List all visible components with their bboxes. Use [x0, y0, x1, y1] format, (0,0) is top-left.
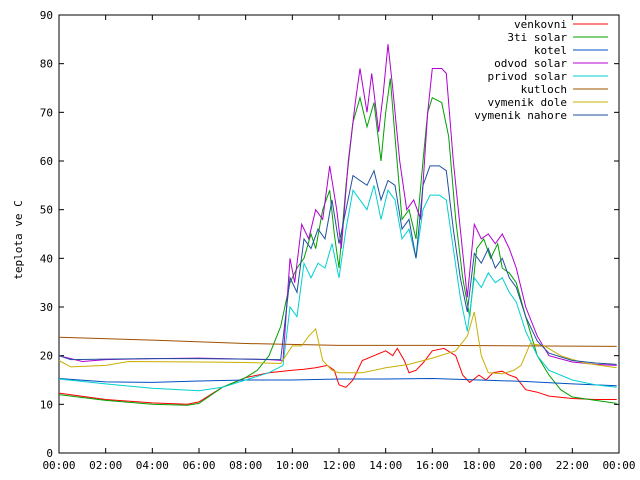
series-line-3 — [58, 44, 617, 366]
x-tick-label: 04:00 — [136, 459, 169, 472]
x-tick-label: 02:00 — [89, 459, 122, 472]
series-line-2 — [58, 377, 617, 387]
x-tick-label: 06:00 — [182, 459, 215, 472]
series-lines — [58, 44, 617, 406]
legend-label-7: vymenik nahore — [474, 109, 567, 122]
series-line-1 — [58, 78, 617, 406]
x-tick-label: 08:00 — [229, 459, 262, 472]
legend-label-4: privod solar — [488, 70, 568, 83]
axes: 0 10 20 30 40 50 60 70 80 90 00:00 02:00 04:00 06:00 0… — [40, 9, 636, 472]
y-tick-label: 80 — [40, 58, 53, 71]
series-line-6 — [58, 311, 617, 375]
x-tick-label: 22:00 — [556, 459, 589, 472]
x-tick-label: 10:00 — [276, 459, 309, 472]
series-line-4 — [58, 185, 617, 392]
x-tick-label: 00:00 — [42, 459, 75, 472]
y-axis-label: teplota ve C — [12, 200, 25, 279]
x-tick-label: 18:00 — [462, 459, 495, 472]
series-line-0 — [58, 347, 617, 405]
legend-label-0: venkovni — [514, 18, 567, 31]
y-tick-label: 0 — [46, 447, 53, 460]
y-tick-label: 20 — [40, 350, 53, 363]
legend-label-2: kotel — [534, 44, 567, 57]
series-line-7 — [58, 165, 617, 365]
series-line-5 — [58, 336, 617, 347]
x-tick-label: 14:00 — [369, 459, 402, 472]
y-tick-label: 50 — [40, 204, 53, 217]
x-tick-label: 16:00 — [416, 459, 449, 472]
legend-label-1: 3ti solar — [507, 31, 567, 44]
legend-label-3: odvod solar — [494, 57, 567, 70]
x-tick-label: 00:00 — [602, 459, 635, 472]
y-tick-label: 30 — [40, 301, 53, 314]
x-tick-label: 12:00 — [322, 459, 355, 472]
x-tick-label: 20:00 — [509, 459, 542, 472]
y-tick-label: 60 — [40, 155, 53, 168]
y-tick-label: 70 — [40, 106, 53, 119]
y-tick-label: 90 — [40, 9, 53, 22]
legend-label-5: kutloch — [521, 83, 567, 96]
legend-label-6: vymenik dole — [488, 96, 567, 109]
y-tick-label: 40 — [40, 252, 53, 265]
y-tick-label: 10 — [40, 398, 53, 411]
